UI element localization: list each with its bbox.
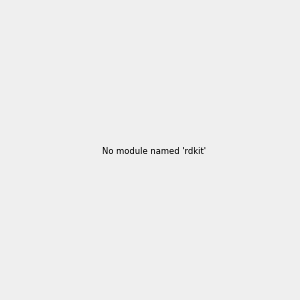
Text: No module named 'rdkit': No module named 'rdkit' [102,147,206,156]
